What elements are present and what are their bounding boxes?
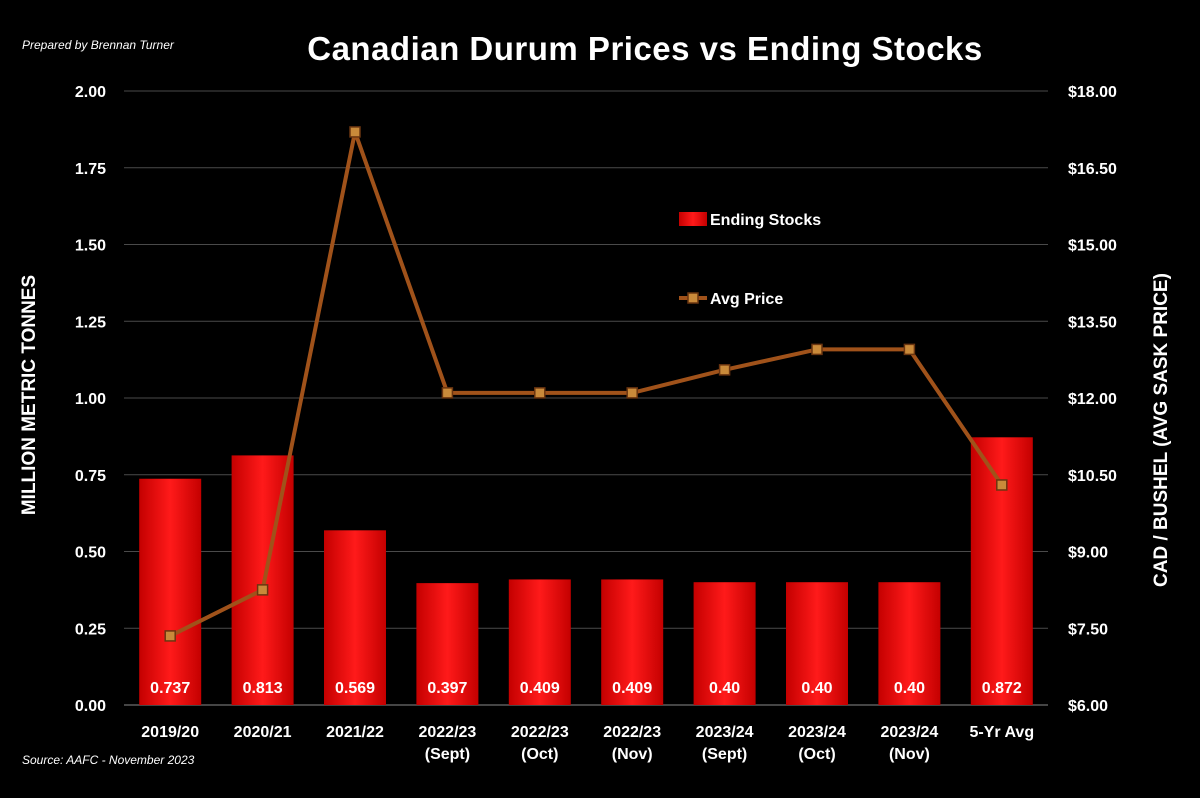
y-tick-label-left: 0.75 <box>75 468 106 485</box>
y-tick-label-right: $15.00 <box>1068 238 1117 255</box>
x-tick-label: (Nov) <box>889 746 930 763</box>
y-tick-label-right: $6.00 <box>1068 698 1108 715</box>
legend-swatch-ending-stocks <box>679 212 707 226</box>
y-axis-right-label: CAD / BUSHEL (AVG SASK PRICE) <box>1151 273 1172 587</box>
legend-label-ending-stocks: Ending Stocks <box>710 212 821 229</box>
legend-label-avg-price: Avg Price <box>710 291 783 308</box>
x-tick-label: 2023/24 <box>788 724 846 741</box>
y-tick-label-right: $13.50 <box>1068 314 1117 331</box>
price-line-path <box>169 129 1004 638</box>
x-tick-label: 2023/24 <box>696 724 754 741</box>
y-tick-label-right: $9.00 <box>1068 545 1108 562</box>
bar <box>601 579 664 705</box>
source-note: Source: AAFC - November 2023 <box>22 753 195 767</box>
prepared-by-note: Prepared by Brennan Turner <box>22 38 174 52</box>
x-tick-label: 2022/23 <box>511 724 569 741</box>
bar <box>416 583 479 705</box>
x-tick-label: (Sept) <box>425 746 470 763</box>
y-axis-left-label: MILLION METRIC TONNES <box>19 274 40 516</box>
x-tick-label: 2019/20 <box>141 724 199 741</box>
price-marker <box>349 126 361 138</box>
y-tick-label-left: 0.25 <box>75 621 106 638</box>
x-tick-label: 5-Yr Avg <box>969 724 1034 741</box>
y-tick-label-left: 1.25 <box>75 314 106 331</box>
bar-data-label: 0.397 <box>427 680 467 697</box>
bar-data-label: 0.40 <box>709 680 740 697</box>
y-tick-label-right: $7.50 <box>1068 621 1108 638</box>
bar-data-label: 0.813 <box>243 680 283 697</box>
bar <box>139 478 202 705</box>
price-line <box>164 126 1008 642</box>
x-tick-label: (Nov) <box>612 746 653 763</box>
bar-data-label: 0.409 <box>612 680 652 697</box>
y-tick-label-left: 0.50 <box>75 545 106 562</box>
bar-data-label: 0.872 <box>982 680 1022 697</box>
price-marker <box>164 630 176 642</box>
bar-data-label: 0.569 <box>335 680 375 697</box>
price-marker <box>441 387 454 399</box>
chart-title: Canadian Durum Prices vs Ending Stocks <box>307 30 983 67</box>
x-tick-label: 2021/22 <box>326 724 384 741</box>
bar-data-label: 0.409 <box>520 680 560 697</box>
bar-data-label: 0.40 <box>801 680 832 697</box>
y-tick-label-left: 2.00 <box>75 84 106 101</box>
bar <box>508 579 571 705</box>
price-marker <box>903 343 916 356</box>
price-marker <box>626 387 638 399</box>
legend: Ending Stocks Avg Price <box>679 212 821 308</box>
price-marker <box>718 364 731 376</box>
y-tick-label-left: 1.75 <box>75 161 106 178</box>
x-tick-label: (Oct) <box>521 746 558 763</box>
price-marker <box>534 387 546 399</box>
legend-marker-avg-price <box>687 292 699 304</box>
x-tick-label: (Oct) <box>798 746 835 763</box>
y-tick-label-left: 0.00 <box>75 698 106 715</box>
y-tick-label-left: 1.50 <box>75 238 106 255</box>
x-tick-label: 2022/23 <box>418 724 476 741</box>
y-tick-label-right: $10.50 <box>1068 468 1117 485</box>
axes: 0.00 $6.00 0.25 $7.50 0.50 $9.00 0.75 $10.50 1.0… <box>75 84 1117 763</box>
x-tick-label: 2020/21 <box>234 724 292 741</box>
y-tick-label-right: $12.00 <box>1068 391 1117 408</box>
bar-data-label: 0.737 <box>150 680 190 697</box>
bar <box>970 437 1033 705</box>
x-tick-label: (Sept) <box>702 746 747 763</box>
y-tick-label-right: $18.00 <box>1068 84 1117 101</box>
bar <box>693 582 756 705</box>
price-marker <box>811 343 823 356</box>
bar <box>324 530 386 705</box>
bar-data-labels: 0.737 0.813 0.569 0.397 0.409 0.409 0.40 0.40 0.… <box>150 680 1022 697</box>
y-tick-label-right: $16.50 <box>1068 161 1117 178</box>
bar <box>878 582 941 705</box>
bars <box>139 437 1033 705</box>
price-marker <box>256 584 269 596</box>
x-tick-label: 2023/24 <box>880 724 938 741</box>
x-tick-label: 2022/23 <box>603 724 661 741</box>
bar <box>786 582 848 705</box>
y-tick-label-left: 1.00 <box>75 391 106 408</box>
price-marker <box>996 479 1008 491</box>
bar-data-label: 0.40 <box>894 680 925 697</box>
